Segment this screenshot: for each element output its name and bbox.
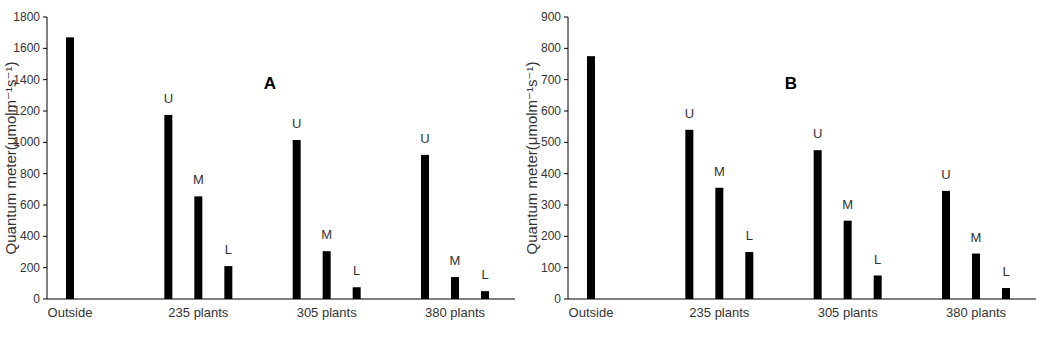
y-tick [43, 173, 47, 174]
x-tick-label: 380 plants [946, 305, 1006, 320]
bar-series-label: M [450, 253, 461, 268]
panel-title: A [264, 74, 276, 93]
bar-series-label: M [193, 172, 204, 187]
bar [715, 188, 723, 299]
bar [587, 56, 595, 299]
y-tick [43, 299, 47, 300]
bar-series-label: L [874, 252, 881, 267]
bar [844, 221, 852, 299]
bar [293, 140, 301, 299]
y-tick [564, 173, 568, 174]
y-tick-label: 600 [20, 198, 40, 212]
y-axis [47, 17, 48, 299]
bar-series-label: M [321, 227, 332, 242]
bar-series-label: M [971, 230, 982, 245]
y-tick-label: 400 [541, 167, 561, 181]
bar [1002, 288, 1010, 299]
y-tick-label: 1600 [13, 41, 40, 55]
y-tick-label: 600 [541, 104, 561, 118]
bar [164, 115, 172, 299]
y-tick [564, 48, 568, 49]
y-axis [568, 17, 569, 299]
y-tick [564, 236, 568, 237]
y-tick [43, 17, 47, 18]
bar-series-label: M [842, 197, 853, 212]
y-tick-label: 100 [541, 261, 561, 275]
y-tick [564, 299, 568, 300]
y-tick-label: 500 [541, 135, 561, 149]
bar [323, 251, 331, 299]
y-tick [564, 17, 568, 18]
x-tick-label: 305 plants [297, 305, 357, 320]
bar [353, 287, 361, 299]
y-tick-label: 800 [20, 167, 40, 181]
bar-series-label: U [685, 106, 694, 121]
y-tick-label: 0 [33, 292, 40, 306]
y-tick-label: 900 [541, 10, 561, 24]
y-tick-label: 200 [20, 261, 40, 275]
y-tick [43, 79, 47, 80]
panel-title: B [785, 74, 797, 93]
bar-series-label: L [746, 228, 753, 243]
y-tick [43, 142, 47, 143]
bar [224, 266, 232, 299]
chart-root: 020040060080010001200140016001800Quantum… [0, 0, 1042, 346]
bar-series-label: U [941, 167, 950, 182]
bar [421, 155, 429, 299]
y-tick [43, 48, 47, 49]
bar [814, 150, 822, 299]
y-tick [43, 236, 47, 237]
bar [194, 196, 202, 299]
bar [972, 254, 980, 299]
y-tick [43, 111, 47, 112]
bar-series-label: L [225, 242, 232, 257]
bars [587, 56, 1010, 299]
bar-series-label: M [714, 164, 725, 179]
y-tick [564, 111, 568, 112]
bar-series-label: L [1002, 264, 1009, 279]
y-tick [564, 205, 568, 206]
bar [874, 276, 882, 300]
bar-series-label: U [813, 126, 822, 141]
bar [481, 291, 489, 299]
bar-series-label: U [420, 131, 429, 146]
bar [685, 130, 693, 299]
bar [942, 191, 950, 299]
y-tick-label: 700 [541, 73, 561, 87]
y-tick-label: 800 [541, 41, 561, 55]
bar [66, 37, 74, 299]
y-tick-label: 300 [541, 198, 561, 212]
bar-series-label: U [164, 91, 173, 106]
x-tick-label: Outside [48, 305, 93, 320]
y-tick [564, 79, 568, 80]
y-tick-label: 400 [20, 229, 40, 243]
bar-series-label: U [292, 116, 301, 131]
bars [66, 37, 489, 299]
y-tick-label: 1800 [13, 10, 40, 24]
bar [451, 277, 459, 299]
x-tick-label: 235 plants [168, 305, 228, 320]
y-tick [564, 267, 568, 268]
x-tick-label: 380 plants [425, 305, 485, 320]
x-axis [47, 299, 515, 300]
panel: 0 100 200 300 400 500 600 700 800 900 Quantum mete… [523, 10, 1036, 320]
bar [745, 252, 753, 299]
x-axis [568, 299, 1036, 300]
y-tick [43, 267, 47, 268]
x-tick-label: 305 plants [818, 305, 878, 320]
bar-series-label: L [481, 267, 488, 282]
panel: 020040060080010001200140016001800Quantum… [2, 10, 515, 320]
x-tick-label: 235 plants [689, 305, 749, 320]
y-tick-label: 200 [541, 229, 561, 243]
bar-series-label: L [353, 263, 360, 278]
y-axis-label: Quantum meter(μmolm⁻¹s⁻¹) [523, 62, 540, 255]
x-tick-label: Outside [569, 305, 614, 320]
y-axis-label: Quantum meter(μmolm⁻¹s⁻¹) [2, 62, 19, 255]
y-tick-label: 0 [554, 292, 561, 306]
y-tick [43, 205, 47, 206]
y-tick [564, 142, 568, 143]
